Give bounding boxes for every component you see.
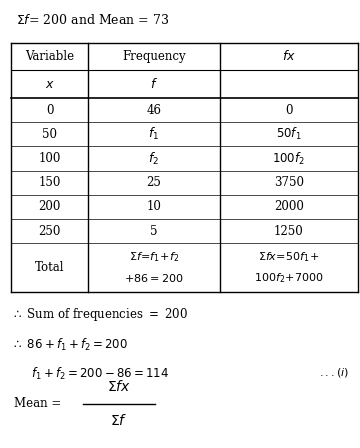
Text: 3750: 3750 [274,176,304,190]
Text: $\therefore$ $86+f_1+f_2=200$: $\therefore$ $86+f_1+f_2=200$ [11,336,128,353]
Text: $100f_2$: $100f_2$ [273,151,305,167]
Text: 150: 150 [38,176,61,190]
Text: $50f_1$: $50f_1$ [276,126,302,142]
Text: 46: 46 [147,103,161,117]
Text: $f_1$: $f_1$ [148,126,159,142]
Text: $\Sigma fx\!=\!50f_1\!+$: $\Sigma fx\!=\!50f_1\!+$ [258,250,320,264]
Text: $f_1+f_2=200-86=114$: $f_1+f_2=200-86=114$ [31,366,169,382]
Text: 10: 10 [147,200,161,214]
Text: $fx$: $fx$ [282,49,296,64]
Text: $100f_2\!+\!7000$: $100f_2\!+\!7000$ [254,271,324,285]
Text: $f_2$: $f_2$ [148,151,159,167]
Text: Variable: Variable [25,50,74,63]
Text: 250: 250 [38,224,61,238]
Text: $...(i)$: $...(i)$ [319,366,349,379]
Text: $\Sigma f\!=\!f_1\!+\!f_2$: $\Sigma f\!=\!f_1\!+\!f_2$ [129,250,179,264]
Text: 200: 200 [38,200,61,214]
Text: $\Sigma f$= 200 and Mean = 73: $\Sigma f$= 200 and Mean = 73 [16,13,170,27]
Text: 1250: 1250 [274,224,304,238]
Text: 5: 5 [150,224,158,238]
Text: Total: Total [35,261,64,274]
Text: $+86=200$: $+86=200$ [124,272,184,284]
Text: $x$: $x$ [45,78,54,91]
Text: $\Sigma f$: $\Sigma f$ [110,413,127,428]
Text: $\therefore$ Sum of frequencies $=$ 200: $\therefore$ Sum of frequencies $=$ 200 [11,306,188,323]
Text: 0: 0 [46,103,53,117]
Text: 2000: 2000 [274,200,304,214]
Text: Frequency: Frequency [122,50,186,63]
Text: $f$: $f$ [150,77,158,91]
Text: 25: 25 [147,176,161,190]
Text: Mean =: Mean = [14,397,66,410]
Text: 0: 0 [285,103,293,117]
Text: $\Sigma fx$: $\Sigma fx$ [107,379,131,394]
Text: 100: 100 [38,152,61,165]
Text: 50: 50 [42,128,57,141]
